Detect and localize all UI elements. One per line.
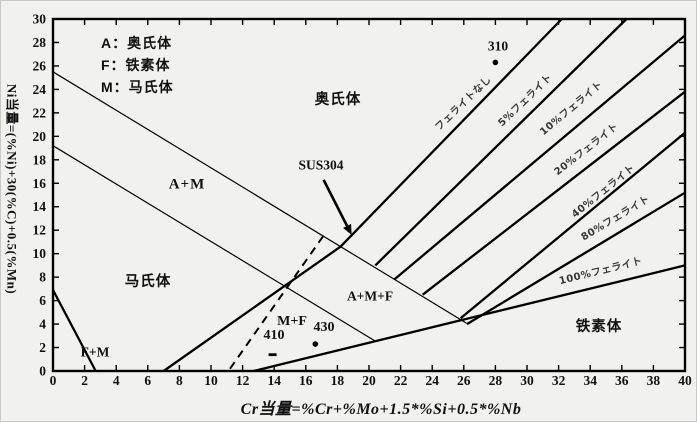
x-tick-label: 18 xyxy=(331,373,345,388)
region-label-austenite: 奥氏体 xyxy=(314,91,362,108)
region-label-ferrite: 铁素体 xyxy=(575,318,623,335)
boundary-line-ferrite-100pct xyxy=(253,264,686,373)
x-tick-label: 16 xyxy=(299,373,313,388)
x-tick-label: 4 xyxy=(113,373,120,388)
x-tick-label: 34 xyxy=(583,373,597,388)
y-tick-label: 14 xyxy=(33,199,47,214)
annotation-410: 410 xyxy=(263,328,285,343)
annotation-310: 310 xyxy=(487,38,509,54)
y-tick-label: 18 xyxy=(33,152,47,167)
x-tick-label: 38 xyxy=(647,373,661,388)
y-tick-label: 26 xyxy=(33,58,47,73)
boundary-line-fm-boundary xyxy=(51,289,97,372)
y-tick-label: 0 xyxy=(39,364,46,379)
x-tick-label: 22 xyxy=(394,373,408,388)
legend: A：奥氏体 F：铁素体 M：马氏体 xyxy=(101,32,174,98)
y-tick-label: 22 xyxy=(33,105,47,120)
y-tick-label: 10 xyxy=(33,246,47,261)
boundary-line-ferrite-40pct xyxy=(459,131,686,320)
y-axis-label: Ni当量=(%Ni)+30(%C)+0.5(%Mn) xyxy=(4,83,20,295)
boundary-line-ferrite-80pct xyxy=(466,191,686,326)
x-axis-label: Cr当量=%Cr+%Mo+1.5*%Si+0.5*%Nb xyxy=(240,401,522,418)
y-tick-label: 24 xyxy=(33,82,47,97)
boundary-line-mf-dashed-boundary xyxy=(229,235,325,370)
x-tick-label: 28 xyxy=(489,373,503,388)
y-tick-label: 2 xyxy=(39,340,46,355)
x-tick-label: 26 xyxy=(457,373,471,388)
boundary-line-austenite-lower-boundary xyxy=(52,71,468,325)
boundary-line-am-martensite-boundary xyxy=(52,145,376,342)
y-tick-label: 6 xyxy=(39,293,46,308)
boundary-line-ferrite-10pct xyxy=(393,34,686,281)
annotation-sus304: SUS304 xyxy=(298,157,344,173)
marker-410 xyxy=(268,353,277,357)
x-tick-label: 2 xyxy=(81,373,88,388)
x-tick-label: 40 xyxy=(678,373,692,388)
region-label-a-m: A+M xyxy=(168,176,206,193)
region-label-f-m: F+M xyxy=(80,344,110,360)
x-tick-label: 36 xyxy=(615,373,629,388)
region-label-martensite: 马氏体 xyxy=(124,273,172,290)
region-label-m-f: M+F xyxy=(277,314,307,329)
x-tick-label: 0 xyxy=(50,373,57,388)
boundary-line-martensite-right-and-0pct-ferrite xyxy=(162,18,563,372)
legend-line-ferrite: F：铁素体 xyxy=(101,57,171,73)
boundary-line-ferrite-20pct xyxy=(421,90,686,296)
x-tick-label: 32 xyxy=(552,373,566,388)
arrowhead-SUS304 xyxy=(343,223,352,235)
y-tick-label: 8 xyxy=(39,270,46,285)
y-tick-label: 28 xyxy=(33,35,47,50)
marker-310 xyxy=(492,59,499,66)
x-tick-label: 10 xyxy=(204,373,218,388)
region-label-a-m-f: A+M+F xyxy=(346,288,394,304)
x-tick-label: 12 xyxy=(236,373,250,388)
y-tick-label: 16 xyxy=(33,176,47,191)
x-tick-label: 14 xyxy=(267,373,281,388)
annotation-430: 430 xyxy=(313,320,335,335)
y-tick-label: 12 xyxy=(33,223,47,238)
x-tick-label: 24 xyxy=(425,373,439,388)
arrow-line-SUS304 xyxy=(322,179,349,227)
legend-line-austenite: A：奥氏体 xyxy=(101,35,173,51)
legend-line-martensite: M：马氏体 xyxy=(101,79,174,95)
y-tick-label: 20 xyxy=(33,129,47,144)
x-tick-label: 30 xyxy=(520,373,534,388)
y-tick-label: 4 xyxy=(39,317,46,332)
x-tick-label: 6 xyxy=(144,373,151,388)
marker-430 xyxy=(312,341,319,347)
y-tick-label: 30 xyxy=(33,12,47,27)
boundary-line-ferrite-5pct xyxy=(374,18,628,267)
x-tick-label: 8 xyxy=(176,373,183,388)
x-tick-label: 20 xyxy=(362,373,376,388)
